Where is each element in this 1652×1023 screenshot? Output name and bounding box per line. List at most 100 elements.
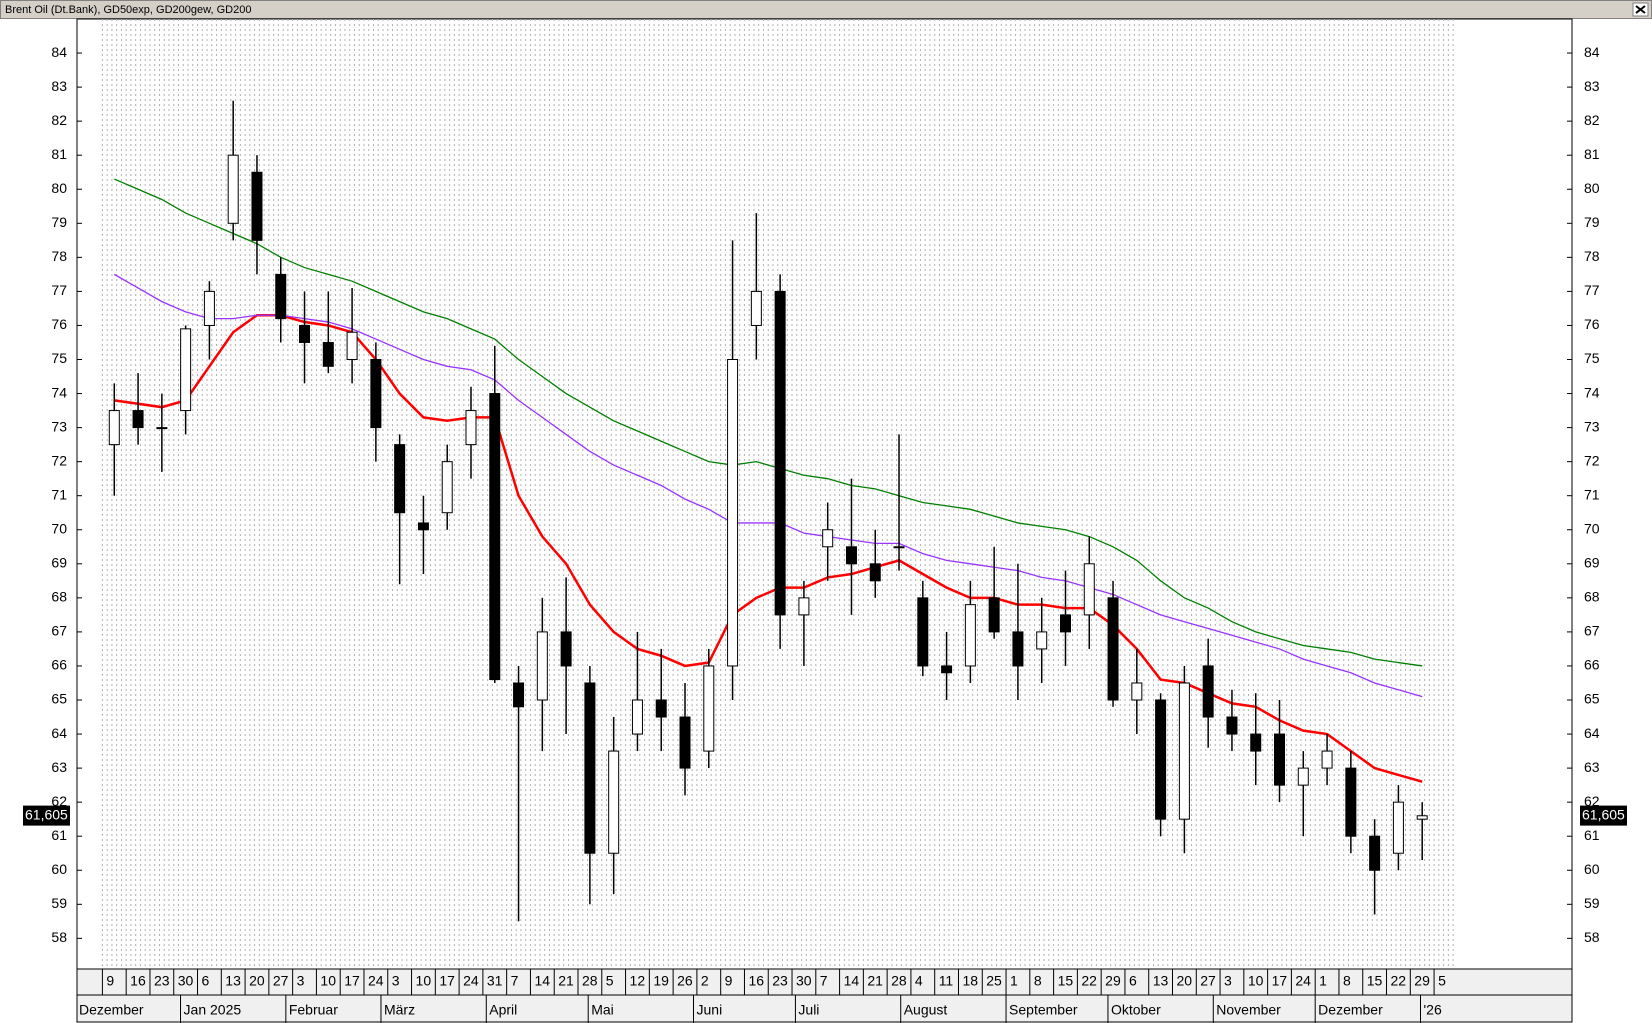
x-tick-label: 27 <box>1200 973 1216 989</box>
y-tick-label: 70 <box>1584 520 1600 536</box>
x-tick-label: 5 <box>606 973 614 989</box>
close-icon[interactable] <box>1635 5 1646 14</box>
candle-body <box>1036 631 1048 650</box>
ma-line <box>113 273 1423 698</box>
x-tick-label: 27 <box>273 973 289 989</box>
last-price-label: 61,605 <box>25 806 68 822</box>
candle-body <box>917 597 929 667</box>
candle-body <box>299 324 311 343</box>
candle-body <box>941 665 953 674</box>
candle-body <box>394 444 406 514</box>
candle-body <box>513 682 525 708</box>
ma-line <box>114 178 1423 667</box>
series-name: , <box>150 4 156 16</box>
month-label: August <box>904 1002 948 1018</box>
candle-body <box>489 393 501 681</box>
month-label: September <box>1009 1002 1078 1018</box>
month-label: März <box>384 1002 415 1018</box>
y-tick-label: 76 <box>51 316 67 332</box>
x-tick-label: 21 <box>867 973 883 989</box>
candle-body <box>1274 733 1286 786</box>
candle-body <box>964 604 976 667</box>
x-tick-label: 28 <box>582 973 598 989</box>
y-tick-label: 58 <box>51 929 67 945</box>
month-label: Februar <box>289 1002 338 1018</box>
month-label: Juli <box>798 1002 819 1018</box>
x-tick-label: 6 <box>1129 973 1137 989</box>
y-tick-label: 69 <box>1584 555 1600 571</box>
x-tick-label: 28 <box>891 973 907 989</box>
month-label: Oktober <box>1111 1002 1161 1018</box>
y-tick-label: 78 <box>51 248 67 264</box>
candle-body <box>822 529 834 548</box>
x-tick-label: 8 <box>1343 973 1351 989</box>
x-tick-label: 9 <box>106 973 114 989</box>
month-label: Jan 2025 <box>184 1002 242 1018</box>
x-tick-label: 2 <box>701 973 709 989</box>
x-tick-label: 15 <box>1058 973 1074 989</box>
x-tick-label: 30 <box>796 973 812 989</box>
y-tick-label: 65 <box>51 691 67 707</box>
candle-body <box>322 341 334 367</box>
x-tick-label: 8 <box>1034 973 1042 989</box>
candle-body <box>584 682 596 854</box>
y-tick-label: 63 <box>1584 759 1600 775</box>
candle-body <box>631 699 643 735</box>
y-tick-label: 74 <box>51 384 67 400</box>
y-tick-label: 73 <box>51 418 67 434</box>
x-tick-label: 16 <box>130 973 146 989</box>
month-label: November <box>1216 1002 1281 1018</box>
candle-body <box>132 410 144 429</box>
y-tick-label: 68 <box>51 589 67 605</box>
y-tick-label: 67 <box>1584 623 1600 639</box>
x-tick-label: 7 <box>511 973 519 989</box>
y-tick-label: 76 <box>1584 316 1600 332</box>
x-tick-label: 31 <box>487 973 503 989</box>
x-tick-label: 14 <box>844 973 860 989</box>
y-tick-label: 82 <box>51 112 67 128</box>
candle-body <box>346 331 358 361</box>
candle-body <box>988 597 1000 633</box>
y-tick-label: 64 <box>1584 725 1600 741</box>
x-tick-label: 24 <box>463 973 479 989</box>
x-tick-label: 20 <box>249 973 265 989</box>
candle-body <box>1226 716 1238 735</box>
candle-body <box>560 631 572 667</box>
candle-body <box>774 290 786 616</box>
candle-body <box>1202 665 1214 718</box>
x-tick-label: 29 <box>1414 973 1430 989</box>
y-tick-label: 59 <box>1584 895 1600 911</box>
y-tick-label: 63 <box>51 759 67 775</box>
candle-body <box>1250 733 1262 752</box>
y-tick-label: 75 <box>1584 350 1600 366</box>
x-tick-label: 26 <box>677 973 693 989</box>
candle-body <box>1369 835 1381 871</box>
candle-body <box>227 154 239 224</box>
x-tick-label: 15 <box>1367 973 1383 989</box>
month-label: Dezember <box>79 1002 144 1018</box>
x-tick-label: 3 <box>1224 973 1232 989</box>
x-tick-label: 10 <box>320 973 336 989</box>
y-tick-label: 72 <box>51 452 67 468</box>
y-tick-label: 59 <box>51 895 67 911</box>
last-price-box <box>23 805 70 826</box>
y-tick-label: 69 <box>51 555 67 571</box>
y-tick-label: 79 <box>51 214 67 230</box>
candle-body <box>275 273 287 320</box>
candle-body <box>1416 815 1428 820</box>
x-tick-label: 13 <box>225 973 241 989</box>
series-name: GD200gew <box>156 4 211 16</box>
x-tick-label: 9 <box>725 973 733 989</box>
y-tick-label: 80 <box>51 180 67 196</box>
candle-body <box>1083 563 1095 616</box>
candle-body <box>1178 682 1190 820</box>
candle-body <box>1059 614 1071 633</box>
y-tick-label: 77 <box>1584 282 1600 298</box>
y-tick-label: 81 <box>51 146 67 162</box>
y-tick-label: 61 <box>51 827 67 843</box>
y-tick-label: 61 <box>1584 827 1600 843</box>
candle-body <box>869 563 881 582</box>
y-tick-label: 82 <box>1584 112 1600 128</box>
candle-body <box>750 290 762 326</box>
